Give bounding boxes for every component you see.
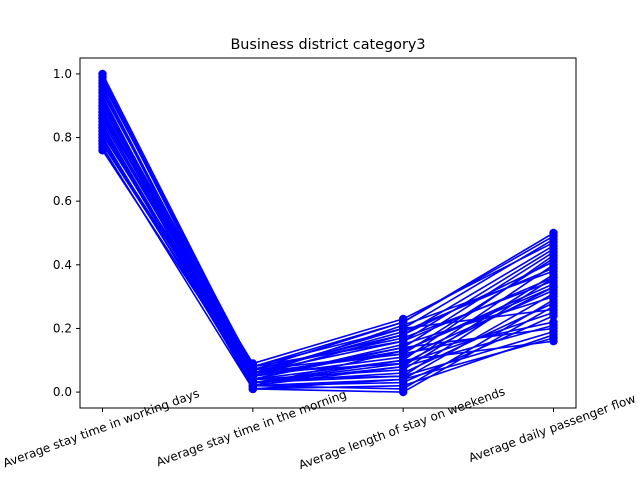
- chart-title: Business district category3: [230, 37, 425, 53]
- data-point: [98, 101, 107, 110]
- data-point: [549, 333, 558, 343]
- data-point: [549, 308, 558, 317]
- series-line-26: [101, 127, 554, 390]
- data-point: [549, 301, 558, 311]
- data-point: [549, 282, 558, 292]
- data-point: [98, 126, 107, 136]
- data-point: [398, 375, 408, 384]
- series-line-25: [101, 114, 554, 365]
- y-tick-label: 0.8: [53, 131, 72, 145]
- series-30: [98, 101, 558, 371]
- data-point: [549, 238, 558, 247]
- y-tick-label: 0.2: [53, 321, 72, 335]
- data-point: [549, 257, 558, 266]
- series-layer: [98, 69, 558, 397]
- series-line-35: [101, 137, 554, 387]
- data-point: [398, 346, 408, 355]
- series-line-0: [101, 73, 554, 371]
- series-line-34: [101, 130, 554, 377]
- data-point: [549, 327, 558, 336]
- series-line-24: [101, 149, 554, 381]
- y-axis: 0.0 0.2 0.4 0.6 0.8 1.0: [53, 67, 80, 399]
- data-point: [398, 324, 408, 333]
- data-point: [549, 273, 558, 282]
- data-point: [549, 321, 558, 330]
- data-point: [98, 120, 107, 130]
- data-point: [398, 387, 408, 397]
- series-35: [98, 133, 558, 390]
- data-point: [549, 231, 558, 241]
- series-line-30: [101, 105, 554, 368]
- data-point: [549, 295, 558, 305]
- data-point: [398, 317, 408, 327]
- data-point: [98, 95, 107, 104]
- series-line-27: [101, 133, 554, 371]
- data-point: [248, 381, 258, 390]
- data-point: [398, 330, 408, 340]
- data-point: [98, 146, 107, 155]
- data-point: [98, 114, 107, 123]
- series-34: [98, 126, 558, 381]
- data-point: [98, 133, 107, 142]
- plot-frame: [79, 57, 577, 409]
- y-tick-label: 1.0: [53, 67, 72, 81]
- series-line-2: [101, 79, 554, 377]
- data-point: [398, 359, 408, 368]
- y-tick-label: 0.6: [53, 194, 72, 208]
- data-point: [98, 107, 107, 117]
- y-tick-label: 0.0: [53, 385, 72, 399]
- y-tick-label: 0.4: [53, 258, 72, 272]
- data-point: [248, 371, 258, 381]
- series-line-32: [101, 118, 554, 374]
- series-line-15: [101, 121, 554, 377]
- data-point: [398, 336, 408, 346]
